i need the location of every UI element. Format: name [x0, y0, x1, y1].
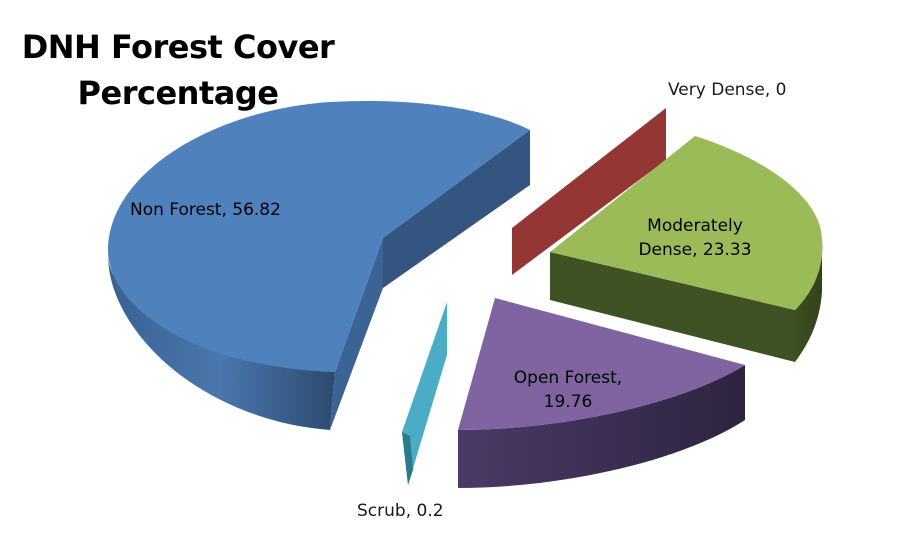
label-scrub: Scrub, 0.2: [357, 501, 444, 521]
slice-moderately-dense-side-right: [795, 240, 823, 362]
slice-moderately-dense: [550, 136, 823, 362]
chart-title: DNH Forest Cover Percentage: [18, 24, 338, 116]
label-very-dense: Very Dense, 0: [668, 80, 787, 100]
label-moderately-dense-line1: Moderately: [647, 216, 743, 236]
slice-scrub-top: [402, 302, 447, 485]
chart-title-line2: Percentage: [77, 74, 279, 112]
label-open-forest-line1: Open Forest,: [513, 368, 623, 388]
slice-scrub: [402, 302, 447, 485]
slice-non-forest-side-back: [383, 130, 530, 288]
slice-open-forest: [458, 298, 745, 488]
label-open-forest: Open Forest, 19.76: [506, 366, 630, 414]
chart-title-line1: DNH Forest Cover: [21, 28, 335, 66]
label-non-forest: Non Forest, 56.82: [130, 200, 281, 220]
slice-non-forest-side: [108, 255, 335, 430]
slice-non-forest: [108, 100, 530, 430]
label-open-forest-line2: 19.76: [543, 392, 593, 412]
slice-moderately-dense-top: [550, 136, 823, 310]
slice-very-dense: [512, 108, 666, 275]
slice-very-dense-top: [512, 108, 666, 275]
slice-scrub-side: [402, 432, 413, 485]
slice-open-forest-top: [458, 298, 745, 430]
slice-non-forest-side-inner: [330, 238, 383, 430]
slice-open-forest-side: [458, 365, 745, 488]
label-moderately-dense-line2: Dense, 23.33: [638, 240, 752, 260]
label-moderately-dense: Moderately Dense, 23.33: [636, 214, 754, 262]
slice-moderately-dense-side-front: [550, 252, 795, 362]
slice-non-forest-top: [108, 100, 530, 373]
